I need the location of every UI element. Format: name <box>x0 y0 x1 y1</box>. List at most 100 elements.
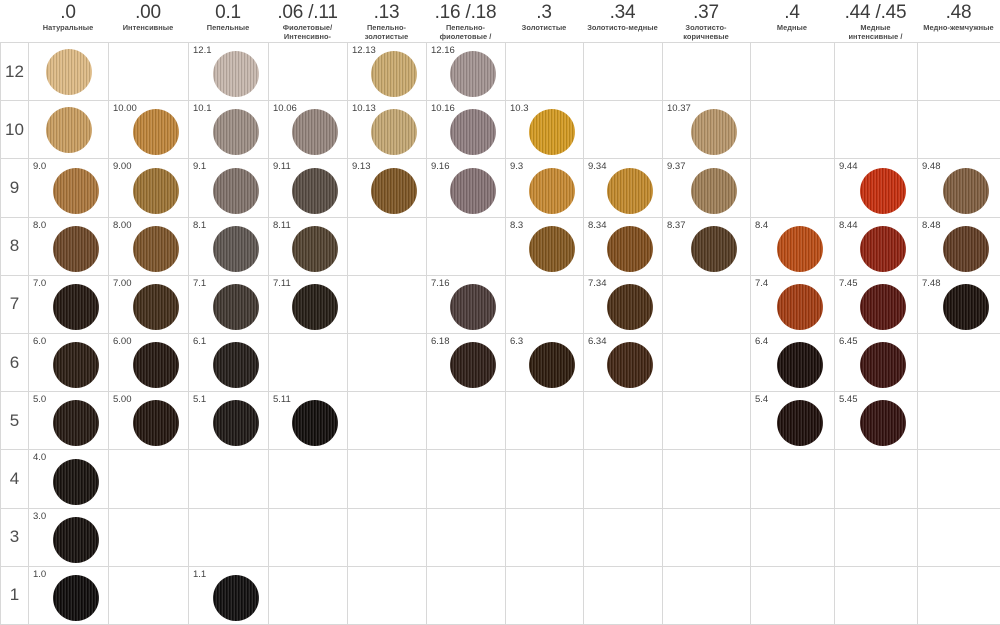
shade-cell[interactable]: 6.1 <box>189 334 269 392</box>
shade-cell[interactable] <box>189 508 269 566</box>
shade-swatch[interactable] <box>528 225 575 272</box>
shade-cell[interactable] <box>348 508 427 566</box>
column-header-3[interactable]: .3 Золотистые <box>505 0 583 42</box>
shade-swatch[interactable] <box>212 342 259 389</box>
shade-cell[interactable]: 9.00 <box>109 159 189 217</box>
shade-swatch[interactable] <box>52 225 99 272</box>
shade-swatch[interactable] <box>450 51 496 98</box>
shade-cell[interactable]: 7.34 <box>584 275 663 334</box>
shade-cell[interactable]: 5.11 <box>269 392 348 450</box>
shade-cell[interactable] <box>189 450 269 508</box>
shade-cell[interactable] <box>663 566 751 625</box>
shade-cell[interactable]: 10.37 <box>663 101 751 159</box>
shade-cell[interactable]: 5.0 <box>29 392 109 450</box>
shade-cell[interactable] <box>751 450 835 508</box>
shade-cell[interactable] <box>348 275 427 334</box>
shade-swatch[interactable] <box>943 225 989 272</box>
shade-swatch[interactable] <box>292 167 338 214</box>
shade-cell[interactable] <box>269 566 348 625</box>
shade-cell[interactable]: 9.3 <box>506 159 584 217</box>
shade-cell[interactable] <box>109 450 189 508</box>
column-header-01[interactable]: 0.1 Пепельные <box>188 0 268 42</box>
shade-cell[interactable]: 9.44 <box>835 159 918 217</box>
shade-cell[interactable] <box>918 334 1000 392</box>
shade-swatch[interactable] <box>690 225 737 272</box>
shade-cell[interactable]: 10.00 <box>109 101 189 159</box>
shade-swatch[interactable] <box>45 106 92 153</box>
shade-cell[interactable] <box>427 508 506 566</box>
shade-cell[interactable] <box>835 43 918 101</box>
shade-cell[interactable]: 7.4 <box>751 275 835 334</box>
shade-cell[interactable] <box>506 275 584 334</box>
shade-cell[interactable] <box>663 334 751 392</box>
shade-swatch[interactable] <box>52 400 99 447</box>
shade-cell[interactable] <box>348 566 427 625</box>
shade-swatch[interactable] <box>132 225 179 272</box>
shade-cell[interactable]: 12.1 <box>189 43 269 101</box>
shade-cell[interactable]: 7.45 <box>835 275 918 334</box>
shade-cell[interactable]: 9.0 <box>29 159 109 217</box>
shade-cell[interactable]: 8.37 <box>663 217 751 275</box>
shade-cell[interactable]: 8.3 <box>506 217 584 275</box>
shade-swatch[interactable] <box>860 342 906 389</box>
shade-swatch[interactable] <box>943 283 989 330</box>
shade-swatch[interactable] <box>52 458 99 505</box>
shade-swatch[interactable] <box>292 109 338 156</box>
shade-cell[interactable] <box>109 43 189 101</box>
shade-cell[interactable]: 7.0 <box>29 275 109 334</box>
shade-cell[interactable] <box>506 450 584 508</box>
shade-cell[interactable]: 10.13 <box>348 101 427 159</box>
shade-cell[interactable]: 6.00 <box>109 334 189 392</box>
shade-cell[interactable] <box>835 508 918 566</box>
shade-cell[interactable] <box>506 508 584 566</box>
shade-swatch[interactable] <box>607 167 653 214</box>
column-header-13[interactable]: .13 Пепельно-золотистые <box>347 0 426 42</box>
shade-swatch[interactable] <box>528 109 575 156</box>
shade-cell[interactable] <box>584 43 663 101</box>
shade-cell[interactable] <box>751 43 835 101</box>
shade-swatch[interactable] <box>943 167 989 214</box>
shade-cell[interactable] <box>348 217 427 275</box>
shade-cell[interactable] <box>506 43 584 101</box>
shade-swatch[interactable] <box>450 283 496 330</box>
shade-cell[interactable] <box>584 101 663 159</box>
shade-cell[interactable]: 5.45 <box>835 392 918 450</box>
shade-cell[interactable]: 6.3 <box>506 334 584 392</box>
shade-swatch[interactable] <box>607 342 653 389</box>
column-header-48[interactable]: .48 Медно-жемчужные <box>917 0 1000 42</box>
shade-cell[interactable] <box>29 43 109 101</box>
shade-cell[interactable]: 10.1 <box>189 101 269 159</box>
shade-cell[interactable] <box>269 334 348 392</box>
shade-swatch[interactable] <box>52 167 99 214</box>
shade-swatch[interactable] <box>690 109 737 156</box>
shade-swatch[interactable] <box>132 283 179 330</box>
shade-cell[interactable]: 6.4 <box>751 334 835 392</box>
shade-swatch[interactable] <box>450 167 496 214</box>
shade-cell[interactable]: 6.34 <box>584 334 663 392</box>
shade-cell[interactable] <box>835 450 918 508</box>
shade-swatch[interactable] <box>52 574 99 621</box>
shade-swatch[interactable] <box>607 283 653 330</box>
shade-cell[interactable] <box>663 392 751 450</box>
shade-cell[interactable] <box>751 508 835 566</box>
shade-cell[interactable] <box>835 101 918 159</box>
shade-cell[interactable] <box>663 508 751 566</box>
shade-swatch[interactable] <box>292 225 338 272</box>
shade-cell[interactable] <box>506 392 584 450</box>
shade-swatch[interactable] <box>52 516 99 563</box>
shade-swatch[interactable] <box>212 400 259 447</box>
shade-cell[interactable]: 12.13 <box>348 43 427 101</box>
shade-swatch[interactable] <box>371 167 417 214</box>
shade-cell[interactable]: 3.0 <box>29 508 109 566</box>
shade-cell[interactable]: 9.16 <box>427 159 506 217</box>
shade-swatch[interactable] <box>860 225 906 272</box>
shade-swatch[interactable] <box>132 167 179 214</box>
column-header-0[interactable]: .0 Натуральные <box>28 0 108 42</box>
shade-swatch[interactable] <box>528 342 575 389</box>
shade-cell[interactable] <box>348 334 427 392</box>
shade-cell[interactable] <box>751 101 835 159</box>
shade-swatch[interactable] <box>132 109 179 156</box>
shade-cell[interactable] <box>427 217 506 275</box>
